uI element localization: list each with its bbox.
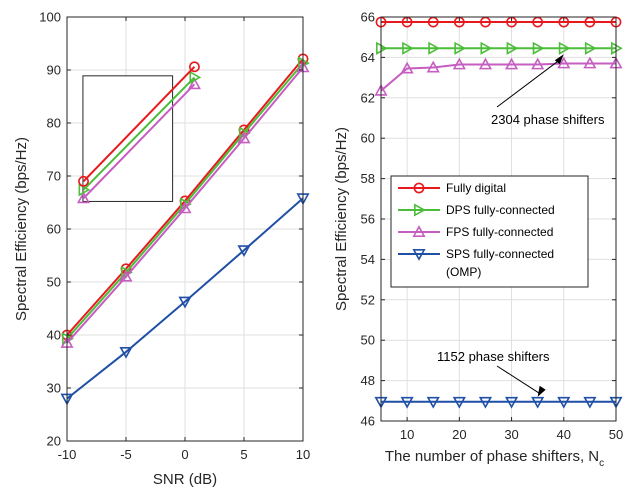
panel2-y-tick-label: 56 <box>361 212 375 227</box>
panel1-inset-line-dps <box>82 76 196 191</box>
panel2-y-tick-label: 48 <box>361 373 375 388</box>
panel2-y-tick-label: 46 <box>361 414 375 429</box>
panel2-data-point-dps <box>376 41 388 55</box>
panel2-data-point-fps <box>452 57 466 70</box>
panel2-y-tick-label: 50 <box>361 333 375 348</box>
panel2-data-point-dps <box>480 41 493 55</box>
panel2-x-tick-label: 10 <box>400 427 414 442</box>
panel2-y-tick-label: 58 <box>361 171 375 186</box>
panel2-y-tick-label: 62 <box>361 90 375 105</box>
panel1-series-line-sps <box>66 197 304 400</box>
panel2-y-axis-label: Spectral Efficiency (bps/Hz) <box>333 127 350 311</box>
panel1-y-tick-label: 30 <box>47 381 61 396</box>
panel1-inset-point-fps <box>187 77 201 90</box>
panel2-y-tick-label: 54 <box>361 252 375 267</box>
panel2-legend-label-sps: (OMP) <box>446 265 481 279</box>
panel2-data-point-sps <box>452 396 466 409</box>
panel2-data-point-sps <box>426 396 440 409</box>
panel1-inset-point-dps <box>78 183 91 197</box>
panel2-data-point-sps <box>583 396 597 409</box>
panel2-series-line-fps <box>380 62 616 92</box>
panel2-annotation-arrow <box>496 57 563 108</box>
panel1-y-tick-label: 20 <box>47 434 61 449</box>
panel2-data-point-dps <box>402 41 414 55</box>
panel1-data-point-fps <box>237 131 251 144</box>
panel1-inset-point-fps <box>76 191 91 204</box>
panel2-data-point-sps <box>557 396 571 409</box>
panel1-y-tick-label: 100 <box>39 10 61 25</box>
panel1-data-point-fps <box>119 269 133 282</box>
panel2-data-point-dps <box>611 41 623 55</box>
panel1-x-tick-label: -5 <box>120 447 132 462</box>
panel2-legend-label-sps: SPS fully-connected <box>446 247 554 261</box>
panel1-inset-point-fd <box>189 61 200 73</box>
panel1-x-tick-label: 5 <box>240 447 247 462</box>
panel1-y-tick-label: 80 <box>47 116 61 131</box>
panel1-x-tick-label: 10 <box>296 447 310 462</box>
panel1-inset-line-fd <box>82 66 196 182</box>
panel2-legend-marker-fps <box>412 225 426 237</box>
panel2-data-point-fps <box>400 61 414 74</box>
panel2-legend-marker-fd <box>413 182 425 194</box>
panel2-legend-marker-dps <box>414 203 426 217</box>
panel1-x-axis-label: SNR (dB) <box>153 471 217 488</box>
panel1-data-point-sps <box>119 346 133 359</box>
panel1-series-line-fps <box>66 66 304 344</box>
panel1-y-axis-label: Spectral Efficiency (bps/Hz) <box>13 137 30 321</box>
panel2-x-tick-label: 30 <box>504 427 518 442</box>
panel2-y-tick-label: 52 <box>361 292 375 307</box>
panel2-annotation-arrow <box>496 365 539 394</box>
panel1-data-point-sps <box>237 245 251 258</box>
panel1-y-tick-label: 60 <box>47 222 61 237</box>
panel2-data-point-dps <box>532 41 545 55</box>
panel1-inset-point-dps <box>189 70 202 84</box>
panel2-data-point-sps <box>531 396 545 409</box>
panel2-data-point-dps <box>428 41 441 55</box>
panel2-data-point-dps <box>506 41 519 55</box>
panel1-x-tick-label: -10 <box>58 447 77 462</box>
panel1-inset-frame <box>82 75 174 202</box>
panel2-legend-label-dps: DPS fully-connected <box>446 203 555 217</box>
panel2-data-point-sps <box>504 396 519 409</box>
panel1-data-point-fps <box>178 201 192 214</box>
panel2-data-point-dps <box>454 41 467 55</box>
panel2-annotation-text: 2304 phase shifters <box>491 112 605 127</box>
panel2-data-point-fps <box>504 57 519 70</box>
panel2-y-tick-label: 66 <box>361 10 375 25</box>
panel2-legend-marker-sps <box>412 249 426 261</box>
panel1-y-tick-label: 70 <box>47 169 61 184</box>
panel2-data-point-sps <box>400 396 414 409</box>
panel1-data-point-sps <box>178 296 192 309</box>
panel1-inset-line-fps <box>82 83 196 199</box>
panel2-y-tick-label: 64 <box>361 50 375 65</box>
panel2-annotation-arrowhead <box>554 54 564 65</box>
panel2-y-tick-label: 60 <box>361 131 375 146</box>
panel2-x-axis-label-subscript: c <box>599 458 604 469</box>
panel2-data-point-fps <box>583 56 597 69</box>
panel2-data-point-fps <box>426 60 440 73</box>
panel2-legend-label-fd: Fully digital <box>446 181 506 195</box>
panel2-annotation-text: 1152 phase shifters <box>437 349 550 364</box>
panel1-y-tick-label: 40 <box>47 328 61 343</box>
panel1-y-tick-label: 50 <box>47 275 61 290</box>
panel2-data-point-sps <box>478 396 493 409</box>
panel1-data-point-dps <box>298 56 310 70</box>
panel2-x-axis-label: The number of phase shifters, Nc <box>385 448 604 469</box>
panel1-inset-point-fd <box>78 175 89 187</box>
panel1-y-tick-label: 90 <box>47 63 61 78</box>
panel2-legend-label-fps: FPS fully-connected <box>446 225 553 239</box>
panel1-x-tick-label: 0 <box>181 447 188 462</box>
panel2-data-point-fps <box>478 57 493 70</box>
panel2-x-tick-label: 20 <box>452 427 466 442</box>
panel2-annotation-arrowhead <box>537 385 546 397</box>
panel2-data-point-fps <box>557 56 571 69</box>
panel2-data-point-dps <box>584 41 597 55</box>
panel2-x-tick-label: 40 <box>557 427 571 442</box>
panel2-data-point-fps <box>531 57 545 70</box>
panel2-data-point-dps <box>558 41 571 55</box>
panel2-x-tick-label: 50 <box>609 427 623 442</box>
